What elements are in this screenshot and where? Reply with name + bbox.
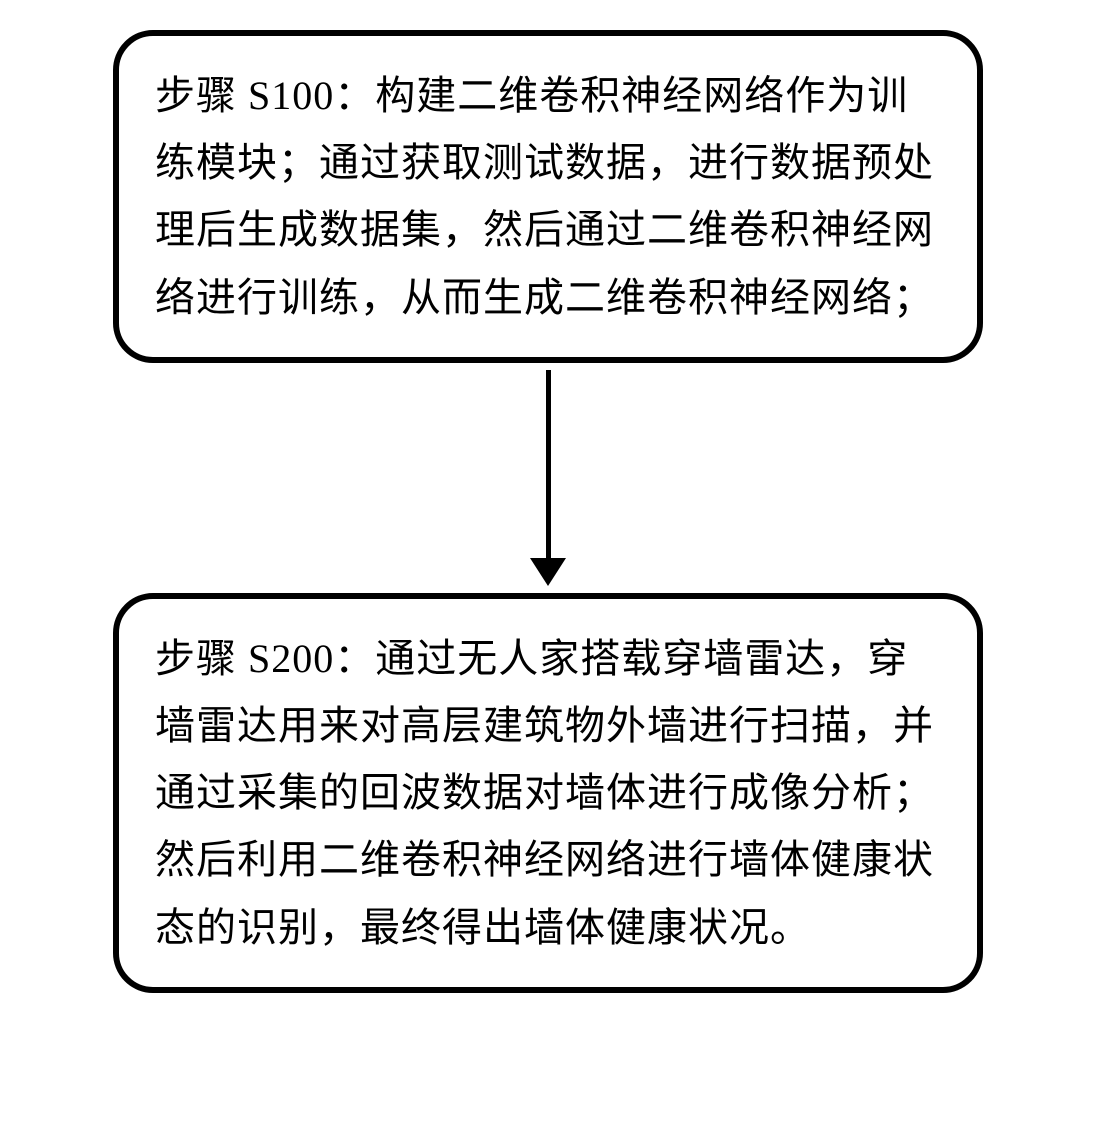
flowchart-arrow: [530, 363, 566, 593]
flowchart-step-2: 步骤 S200：通过无人家搭载穿墙雷达，穿墙雷达用来对高层建筑物外墙进行扫描，并…: [113, 593, 983, 993]
step-1-label: 步骤 S100：: [155, 73, 375, 118]
arrow-head-icon: [530, 558, 566, 586]
step-2-content: 通过无人家搭载穿墙雷达，穿墙雷达用来对高层建筑物外墙进行扫描，并通过采集的回波数…: [155, 636, 934, 950]
step-1-text: 步骤 S100：构建二维卷积神经网络作为训练模块；通过获取测试数据，进行数据预处…: [155, 62, 941, 331]
flowchart-step-1: 步骤 S100：构建二维卷积神经网络作为训练模块；通过获取测试数据，进行数据预处…: [113, 30, 983, 363]
step-2-text: 步骤 S200：通过无人家搭载穿墙雷达，穿墙雷达用来对高层建筑物外墙进行扫描，并…: [155, 625, 941, 961]
step-2-label: 步骤 S200：: [155, 636, 375, 681]
arrow-line: [546, 370, 551, 560]
